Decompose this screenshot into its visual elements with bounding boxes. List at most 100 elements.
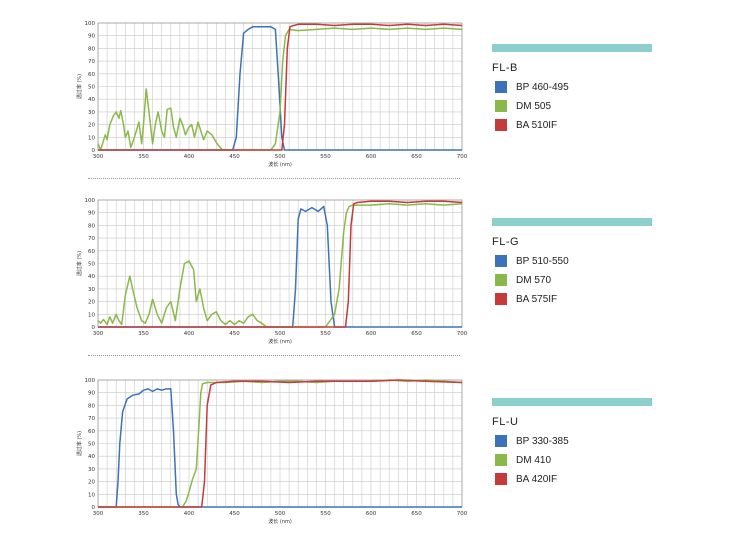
legend-title: FL-U [492, 416, 519, 428]
y-tick-label: 40 [88, 454, 95, 460]
y-tick-label: 20 [88, 123, 95, 129]
y-tick-label: 0 [92, 148, 96, 154]
x-tick-label: 500 [275, 511, 286, 517]
x-tick-label: 300 [93, 331, 104, 337]
y-tick-label: 100 [85, 198, 96, 204]
legend-label: BA 575IF [516, 293, 558, 305]
y-tick-label: 20 [88, 480, 95, 486]
legend-swatch-green [495, 274, 507, 286]
x-axis-label: 波长 (nm) [268, 161, 292, 168]
y-tick-label: 40 [88, 274, 95, 280]
x-axis-label: 波长 (nm) [268, 338, 292, 345]
y-tick-label: 100 [85, 21, 96, 27]
series-line-1 [97, 203, 463, 328]
legend-item-dm: DM 570 [492, 274, 652, 286]
y-tick-label: 40 [88, 97, 95, 103]
series-line-2 [98, 23, 463, 151]
legend-title: FL-B [492, 62, 518, 74]
x-tick-label: 500 [275, 331, 286, 337]
x-tick-label: 650 [411, 331, 422, 337]
grid [97, 379, 463, 508]
legend-swatch-red [495, 119, 507, 131]
legend-item-bp: BP 510-550 [492, 255, 652, 267]
series-line-2 [98, 379, 463, 508]
legend-item-ba: BA 420IF [492, 473, 652, 485]
legend-item-dm: DM 410 [492, 454, 652, 466]
x-tick-label: 700 [457, 511, 468, 517]
legend-accent-bar [492, 218, 652, 226]
y-tick-label: 70 [88, 236, 95, 242]
legend-swatch-green [495, 100, 507, 112]
chart-fl-b: 0 10 20 30 40 50 60 70 80 90 100 300 350 400 450 500 550… [76, 21, 468, 168]
x-tick-label: 400 [184, 511, 195, 517]
y-tick-label: 70 [88, 59, 95, 65]
y-tick-label: 70 [88, 416, 95, 422]
x-tick-label: 300 [93, 154, 104, 160]
legend-swatch-green [495, 454, 507, 466]
y-tick-label: 60 [88, 72, 95, 78]
legend-label: DM 505 [516, 100, 552, 112]
legend-item-ba: BA 575IF [492, 293, 652, 305]
legend-swatch-red [495, 293, 507, 305]
legend-item-dm: DM 505 [492, 100, 652, 112]
x-tick-label: 300 [93, 511, 104, 517]
y-tick-label: 90 [88, 391, 95, 397]
x-tick-label: 600 [366, 331, 377, 337]
x-tick-label: 550 [320, 331, 331, 337]
series-line-1 [97, 27, 463, 151]
series-line-0 [98, 388, 462, 508]
chart-fl-g: 0 10 20 30 40 50 60 70 80 90 100 300 350 400 450 500 550… [76, 198, 468, 345]
legend-item-bp: BP 460-495 [492, 81, 652, 93]
legend-label: DM 410 [516, 454, 552, 466]
legend-fl-g: FL-G BP 510-550 DM 570 BA 575IF [492, 218, 652, 305]
legend-label: BP 330-385 [516, 435, 569, 447]
y-tick-label: 60 [88, 249, 95, 255]
x-tick-label: 400 [184, 331, 195, 337]
y-tick-label: 10 [88, 492, 95, 498]
series-line-0 [98, 26, 462, 151]
x-tick-label: 550 [320, 511, 331, 517]
y-tick-label: 0 [92, 505, 96, 511]
grid [97, 22, 463, 151]
legend-accent-bar [492, 398, 652, 406]
legend-item-ba: BA 510IF [492, 119, 652, 131]
y-tick-label: 10 [88, 312, 95, 318]
legend-label: BP 460-495 [516, 81, 569, 93]
legend-label: BA 510IF [516, 119, 558, 131]
legend-swatch-red [495, 473, 507, 485]
legend-title: FL-G [492, 236, 520, 248]
series-line-2 [98, 200, 463, 328]
legend-label: BP 510-550 [516, 255, 569, 267]
y-tick-label: 80 [88, 46, 95, 52]
grid [97, 199, 463, 328]
series-line-0 [98, 205, 462, 328]
y-tick-label: 30 [88, 287, 95, 293]
x-tick-label: 400 [184, 154, 195, 160]
legend-label: BA 420IF [516, 473, 558, 485]
y-axis-label: 透过率 (%) [76, 74, 83, 99]
y-tick-label: 10 [88, 135, 95, 141]
chart-fl-u: 0 10 20 30 40 50 60 70 80 90 100 300 350 400 450 500 550… [76, 378, 468, 525]
x-tick-label: 700 [457, 154, 468, 160]
y-tick-label: 30 [88, 467, 95, 473]
y-tick-label: 90 [88, 211, 95, 217]
x-tick-label: 450 [229, 154, 240, 160]
x-tick-label: 600 [366, 154, 377, 160]
x-tick-label: 350 [138, 154, 149, 160]
y-tick-label: 50 [88, 262, 95, 268]
x-tick-label: 650 [411, 511, 422, 517]
x-tick-label: 450 [229, 331, 240, 337]
legend-accent-bar [492, 44, 652, 52]
y-axis-label: 透过率 (%) [76, 431, 83, 456]
y-tick-label: 20 [88, 300, 95, 306]
x-tick-label: 350 [138, 331, 149, 337]
legend-swatch-blue [495, 435, 507, 447]
legend-fl-u: FL-U BP 330-385 DM 410 BA 420IF [492, 398, 652, 485]
divider-2 [88, 355, 460, 356]
y-tick-label: 100 [85, 378, 96, 384]
x-tick-label: 700 [457, 331, 468, 337]
y-tick-label: 80 [88, 403, 95, 409]
x-tick-label: 600 [366, 511, 377, 517]
y-tick-label: 0 [92, 325, 96, 331]
y-tick-label: 60 [88, 429, 95, 435]
